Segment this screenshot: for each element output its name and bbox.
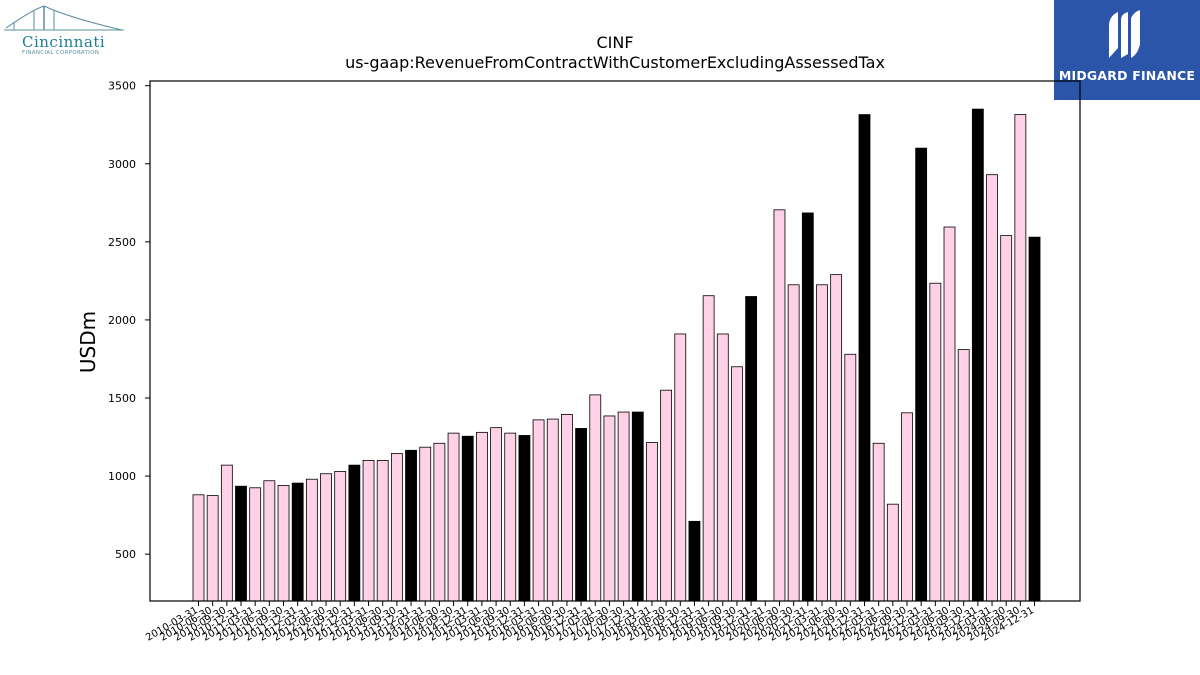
y-tick-label: 1500	[108, 392, 136, 405]
bar-2024-12-31	[1028, 236, 1041, 602]
bar-2012-03-31	[305, 478, 318, 602]
bar-2019-12-31	[745, 296, 758, 602]
cincinnati-financial-logo: Cincinnati FINANCIAL CORPORATION	[0, 0, 130, 62]
bar-2013-09-30	[390, 453, 403, 602]
bar-2020-09-30	[787, 284, 800, 602]
bar-2017-12-31	[631, 411, 644, 602]
bar-2021-09-30	[844, 353, 857, 602]
bar-2016-09-30	[561, 413, 573, 602]
bar-2015-12-31	[518, 435, 531, 602]
bar-2022-12-31	[915, 147, 928, 602]
bar-2024-09-30	[1014, 114, 1027, 602]
midgard-emblem-icon	[1109, 10, 1140, 58]
chart-title: CINF	[596, 33, 633, 52]
y-tick-label: 3000	[108, 158, 136, 171]
bar-2011-09-30	[277, 485, 290, 602]
bar-2018-12-31	[688, 520, 701, 602]
y-tick-label: 500	[115, 548, 136, 561]
bar-2017-06-30	[603, 415, 616, 602]
x-axis-ticks: 2010-03-312010-06-302010-09-302010-12-31…	[144, 601, 1036, 644]
right-logo-name: MIDGARD FINANCE	[1058, 68, 1196, 83]
bar-2018-03-31	[646, 442, 658, 602]
bar-2021-12-31	[858, 114, 871, 602]
bar-2014-03-31	[419, 446, 432, 602]
bar-2018-06-30	[660, 389, 673, 602]
bar-2010-06-30	[206, 495, 219, 602]
bar-2019-03-31	[702, 295, 715, 602]
bar-2018-09-30	[674, 333, 687, 602]
midgard-finance-logo: MIDGARD FINANCE	[1054, 0, 1200, 100]
bar-2021-06-30	[830, 274, 843, 602]
bar-2024-06-30	[1000, 235, 1013, 602]
y-tick-label: 3500	[108, 80, 136, 93]
bar-2016-06-30	[546, 418, 559, 602]
bar-2015-09-30	[504, 432, 517, 602]
bar-2022-06-30	[886, 503, 899, 602]
bar-series	[192, 108, 1041, 602]
bar-2012-06-30	[320, 473, 332, 602]
bar-2022-03-31	[872, 442, 885, 602]
bar-2020-12-31	[801, 212, 814, 602]
bar-2016-12-31	[575, 428, 587, 602]
bar-2010-12-31	[235, 485, 247, 602]
bar-2024-03-31	[986, 174, 998, 602]
bar-2014-12-31	[461, 435, 474, 602]
bridge-icon	[4, 5, 124, 31]
bar-2023-09-30	[957, 349, 970, 602]
bar-2013-06-30	[376, 460, 389, 602]
y-tick-label: 2500	[108, 236, 136, 249]
bar-2010-03-31	[192, 494, 205, 602]
bar-2023-06-30	[943, 226, 956, 602]
bar-2012-12-31	[348, 464, 361, 602]
bar-2019-06-30	[716, 333, 729, 602]
bar-2014-09-30	[447, 432, 460, 602]
bar-2010-09-30	[220, 464, 233, 602]
bar-2011-12-31	[291, 482, 304, 602]
bar-2019-09-30	[731, 366, 743, 602]
chart-subtitle: us-gaap:RevenueFromContractWithCustomerE…	[345, 53, 885, 72]
bar-2023-03-31	[929, 282, 942, 602]
bar-2022-09-30	[901, 412, 913, 602]
bar-2020-06-30	[773, 209, 786, 602]
bar-2021-03-31	[816, 284, 828, 602]
bar-2011-06-30	[263, 480, 276, 602]
bar-2015-03-31	[475, 431, 488, 602]
bar-2016-03-31	[532, 419, 545, 602]
bar-2011-03-31	[249, 487, 262, 602]
plot-area-frame	[149, 80, 1081, 602]
y-tick-label: 2000	[108, 314, 136, 327]
left-logo-name: Cincinnati	[22, 33, 106, 51]
bar-2014-06-30	[433, 442, 446, 602]
bar-2015-06-30	[490, 427, 502, 602]
bar-2017-09-30	[617, 411, 630, 602]
bar-2017-03-31	[589, 394, 602, 602]
bar-2013-12-31	[405, 449, 417, 602]
bar-2013-03-31	[362, 460, 375, 602]
y-axis-label: USDm	[76, 311, 100, 373]
y-tick-label: 1000	[108, 470, 136, 483]
bar-2023-12-31	[971, 108, 984, 602]
y-axis-ticks: 500 1000 1500 2000 2500 3000 3500	[108, 80, 150, 561]
bar-2012-09-30	[334, 470, 347, 602]
left-logo-subtitle: FINANCIAL CORPORATION	[22, 50, 100, 56]
